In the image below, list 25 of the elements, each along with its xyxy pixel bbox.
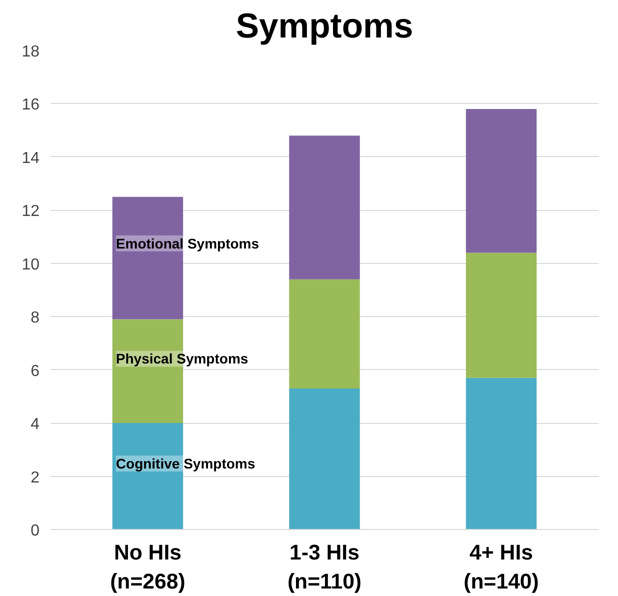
- bar: [289, 279, 360, 388]
- y-tick-label: 14: [22, 150, 40, 167]
- y-tick-label: 8: [30, 310, 40, 327]
- bar: [112, 196, 184, 320]
- x-tick-label: 4+ HIs (n=140): [464, 540, 539, 594]
- bar: [466, 252, 537, 378]
- x-tick-label: 1-3 HIs (n=110): [287, 540, 362, 594]
- y-tick-label: 12: [22, 203, 40, 220]
- y-tick-label: 6: [30, 362, 40, 380]
- series-label: Emotional Symptoms: [116, 235, 260, 252]
- y-tick-label: 4: [30, 416, 40, 434]
- bar: [289, 136, 360, 280]
- y-tick-label: 10: [22, 256, 40, 274]
- bar: [289, 388, 360, 530]
- series-label: Cognitive Symptoms: [116, 456, 256, 472]
- y-tick-label: 2: [30, 469, 40, 486]
- chart-title: Symptoms: [236, 8, 414, 46]
- y-tick-label: 16: [22, 96, 40, 114]
- y-tick-label: 0: [30, 522, 40, 540]
- bar: [466, 378, 537, 530]
- series-label: Physical Symptoms: [116, 350, 248, 367]
- bar: [112, 423, 184, 530]
- bar: [466, 109, 537, 253]
- x-tick-label: No HIs (n=268): [110, 540, 186, 594]
- y-tick-label: 18: [22, 44, 40, 60]
